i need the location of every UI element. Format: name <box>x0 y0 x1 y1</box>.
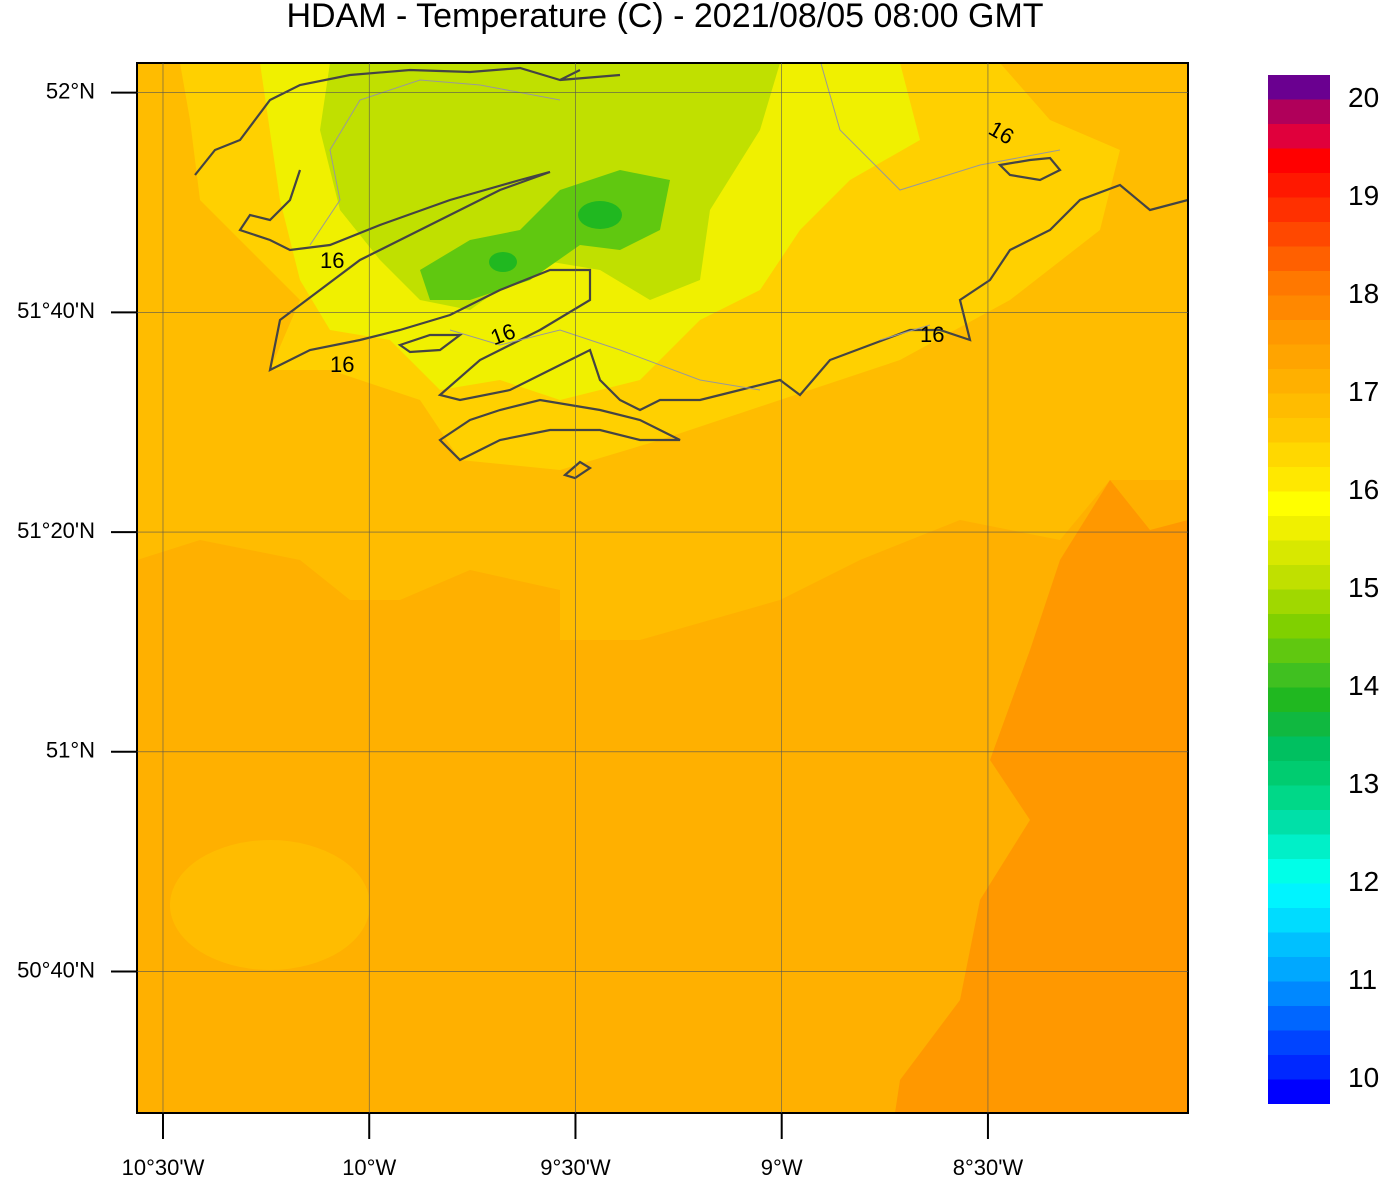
coastline <box>194 66 1188 480</box>
colorbar-box <box>1268 197 1330 222</box>
colorbar-box <box>1268 859 1330 884</box>
colorbar-box <box>1268 491 1330 516</box>
colorbar-box <box>1268 761 1330 786</box>
colorbar-box <box>1268 712 1330 737</box>
colorbar-box <box>1268 516 1330 541</box>
lon-tick-label: 10°W <box>342 1155 396 1180</box>
colorbar-box <box>1268 148 1330 173</box>
colorbar-box <box>1268 1079 1330 1104</box>
colorbar-label: 16 <box>1348 474 1379 505</box>
colorbar-label: 15 <box>1348 572 1379 603</box>
colorbar-box <box>1268 663 1330 688</box>
lon-tick-label: 8°30'W <box>953 1155 1024 1180</box>
colorbar-box <box>1268 908 1330 933</box>
contour-label: 16 <box>320 248 344 273</box>
colorbar-box <box>1268 75 1330 100</box>
colorbar-box <box>1268 638 1330 663</box>
colorbar-box <box>1268 565 1330 590</box>
colorbar-box <box>1268 785 1330 810</box>
colorbar-label: 17 <box>1348 376 1379 407</box>
colorbar-box <box>1268 810 1330 835</box>
colorbar-box <box>1268 540 1330 565</box>
colorbar-box <box>1268 736 1330 761</box>
lat-tick-label: 50°40'N <box>17 957 95 982</box>
lat-tick-label: 51°40'N <box>17 298 95 323</box>
colorbar-label: 13 <box>1348 768 1379 799</box>
colorbar-label: 18 <box>1348 278 1379 309</box>
colorbar-box <box>1268 589 1330 614</box>
colorbar-box <box>1268 834 1330 859</box>
colorbar-box <box>1268 687 1330 712</box>
lat-tick-label: 51°20'N <box>17 518 95 543</box>
field-blob <box>170 840 370 970</box>
colorbar-box <box>1268 614 1330 639</box>
colorbar-box <box>1268 124 1330 149</box>
colorbar-box <box>1268 271 1330 296</box>
field-land-green-dark <box>578 201 622 229</box>
colorbar-label: 20 <box>1348 82 1379 113</box>
lon-tick-label: 10°30'W <box>122 1155 205 1180</box>
map-frame <box>136 62 1189 1114</box>
colorbar-label: 11 <box>1348 964 1377 995</box>
colorbar-label: 19 <box>1348 180 1379 211</box>
colorbar-box <box>1268 393 1330 418</box>
colorbar-box <box>1268 981 1330 1006</box>
contour-line <box>309 63 1061 391</box>
lat-tick-label: 52°N <box>46 78 95 103</box>
colorbar-box <box>1268 932 1330 957</box>
colorbar-box <box>1268 320 1330 345</box>
colorbar-label: 12 <box>1348 866 1379 897</box>
colorbar-box <box>1268 442 1330 467</box>
field-warm-dark <box>895 480 1188 1113</box>
temperature-field: 16 16 16 16 16 <box>137 63 1188 1113</box>
colorbar-box <box>1268 883 1330 908</box>
colorbar-box <box>1268 246 1330 271</box>
colorbar-box <box>1268 1006 1330 1031</box>
field-land-green-light <box>320 63 780 310</box>
colorbar-label: 10 <box>1348 1062 1379 1093</box>
colorbar-box <box>1268 222 1330 247</box>
map-title: HDAM - Temperature (C) - 2021/08/05 08:0… <box>286 0 1043 35</box>
colorbar-label: 14 <box>1348 670 1379 701</box>
lon-tick-label: 9°30'W <box>540 1155 611 1180</box>
colorbar-box <box>1268 344 1330 369</box>
colorbar-box <box>1268 957 1330 982</box>
field-land-green-dark <box>489 252 517 272</box>
colorbar-box <box>1268 295 1330 320</box>
colorbar-box <box>1268 173 1330 198</box>
lon-tick-label: 9°W <box>761 1155 803 1180</box>
colorbar-box <box>1268 467 1330 492</box>
colorbar-box <box>1268 1055 1330 1080</box>
lat-tick-label: 51°N <box>46 738 95 763</box>
contour-label: 16 <box>330 352 354 377</box>
contour-label: 16 <box>920 322 944 347</box>
colorbar-box <box>1268 99 1330 124</box>
colorbar-box <box>1268 1030 1330 1055</box>
colorbar-box <box>1268 418 1330 443</box>
colorbar-box <box>1268 369 1330 394</box>
